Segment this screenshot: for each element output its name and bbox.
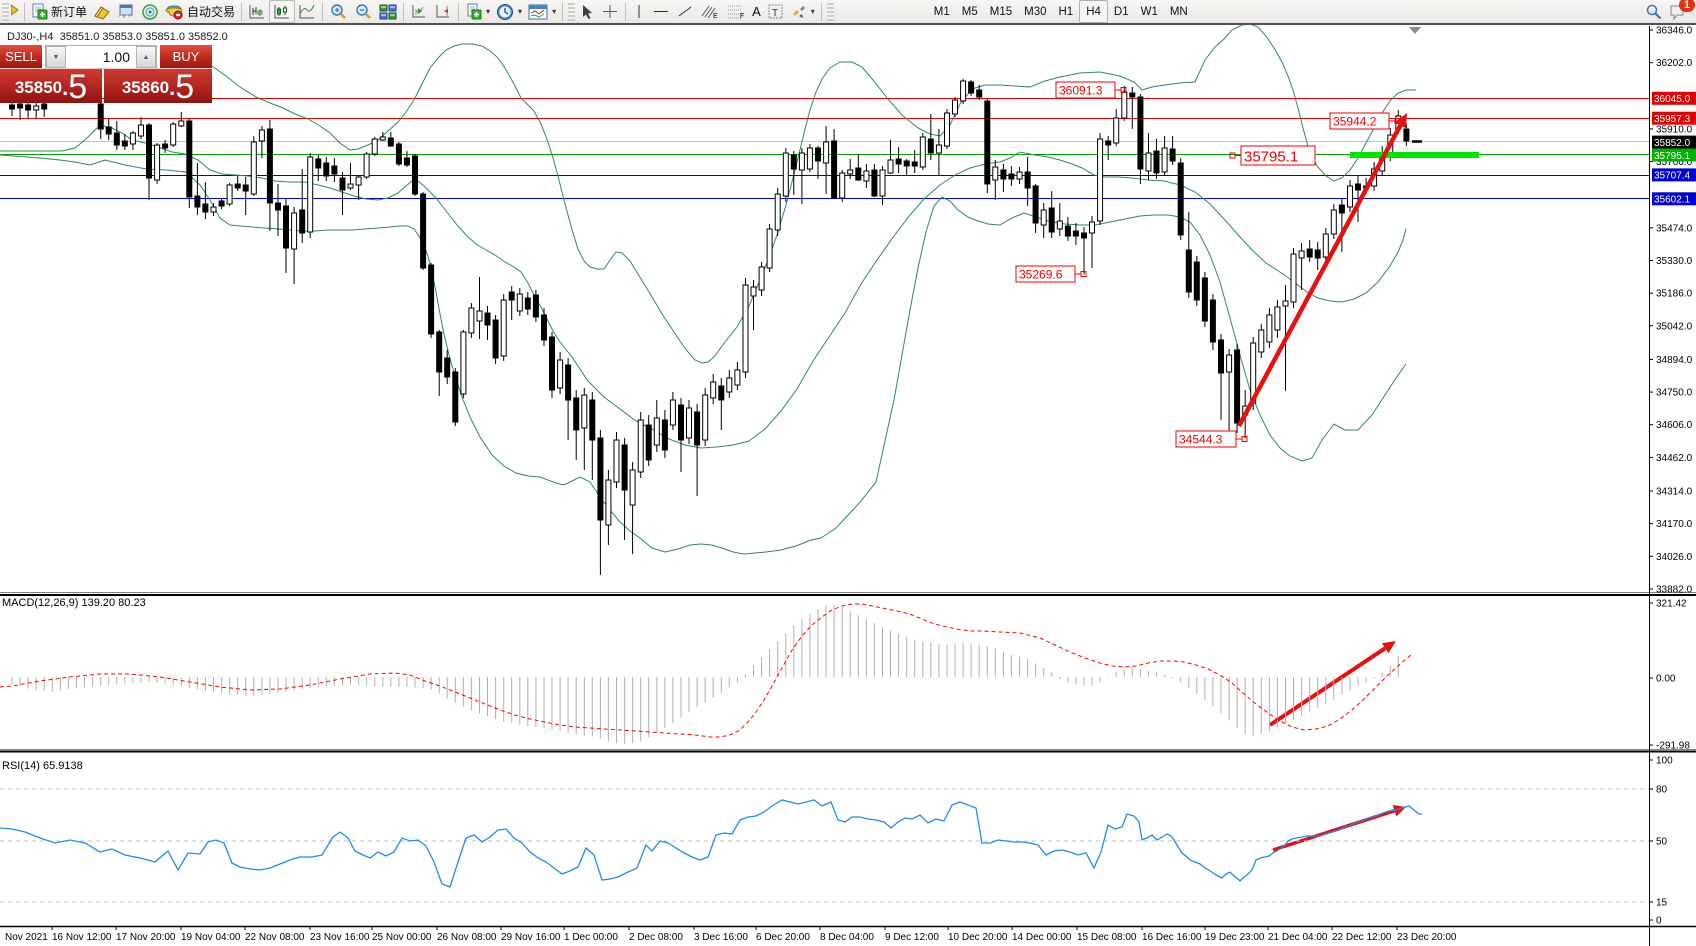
svg-text:26 Nov 08:00: 26 Nov 08:00 (437, 932, 497, 943)
svg-text:35795.1: 35795.1 (1654, 151, 1691, 162)
svg-text:23 Nov 16:00: 23 Nov 16:00 (310, 932, 370, 943)
svg-text:35944.2: 35944.2 (1333, 115, 1377, 129)
svg-text:0: 0 (1656, 916, 1662, 927)
svg-text:22 Dec 12:00: 22 Dec 12:00 (1332, 932, 1392, 943)
svg-text:6 Dec 20:00: 6 Dec 20:00 (756, 932, 810, 943)
svg-text:35474.0: 35474.0 (1656, 223, 1693, 234)
svg-text:15: 15 (1656, 898, 1668, 909)
svg-text:34314.0: 34314.0 (1656, 487, 1693, 498)
svg-text:35186.0: 35186.0 (1656, 289, 1693, 300)
svg-text:36202.0: 36202.0 (1656, 58, 1693, 69)
svg-text:0.00: 0.00 (1656, 674, 1676, 685)
svg-text:3 Dec 16:00: 3 Dec 16:00 (694, 932, 748, 943)
svg-text:34026.0: 34026.0 (1656, 552, 1693, 563)
svg-text:19 Dec 23:00: 19 Dec 23:00 (1205, 932, 1265, 943)
svg-text:50: 50 (1656, 837, 1668, 848)
svg-text:15 Dec 08:00: 15 Dec 08:00 (1077, 932, 1137, 943)
svg-text:35910.0: 35910.0 (1656, 124, 1693, 135)
svg-text:23 Dec 20:00: 23 Dec 20:00 (1397, 932, 1457, 943)
svg-text:35330.0: 35330.0 (1656, 256, 1693, 267)
svg-text:14 Dec 00:00: 14 Dec 00:00 (1012, 932, 1072, 943)
svg-text:35602.1: 35602.1 (1654, 195, 1691, 206)
svg-text:34894.0: 34894.0 (1656, 355, 1693, 366)
svg-text:RSI(14) 65.9138: RSI(14) 65.9138 (2, 760, 83, 772)
svg-text:22 Nov 08:00: 22 Nov 08:00 (245, 932, 305, 943)
svg-text:35852.0: 35852.0 (1654, 138, 1691, 149)
svg-text:36045.0: 36045.0 (1654, 94, 1691, 105)
svg-text:E: E (713, 13, 718, 20)
svg-text:16 Dec 16:00: 16 Dec 16:00 (1142, 932, 1202, 943)
svg-text:25 Nov 00:00: 25 Nov 00:00 (372, 932, 432, 943)
svg-text:1 Dec 00:00: 1 Dec 00:00 (564, 932, 618, 943)
svg-text:80: 80 (1656, 785, 1668, 796)
svg-text:100: 100 (1656, 756, 1673, 767)
svg-text:35042.0: 35042.0 (1656, 321, 1693, 332)
svg-text:-291.98: -291.98 (1656, 741, 1690, 752)
svg-text:2 Dec 08:00: 2 Dec 08:00 (629, 932, 683, 943)
svg-text:33882.0: 33882.0 (1656, 585, 1693, 596)
svg-text:Nov 2021: Nov 2021 (5, 932, 48, 943)
svg-text:34170.0: 34170.0 (1656, 519, 1693, 530)
svg-text:19 Nov 04:00: 19 Nov 04:00 (181, 932, 241, 943)
svg-text:34544.3: 34544.3 (1179, 433, 1223, 447)
svg-text:16 Nov 12:00: 16 Nov 12:00 (52, 932, 112, 943)
svg-text:35957.3: 35957.3 (1654, 114, 1691, 125)
svg-text:36346.0: 36346.0 (1656, 26, 1693, 37)
svg-text:35795.1: 35795.1 (1244, 149, 1298, 166)
svg-text:36091.3: 36091.3 (1059, 84, 1103, 98)
svg-text:10 Dec 20:00: 10 Dec 20:00 (948, 932, 1008, 943)
svg-text:9 Dec 12:00: 9 Dec 12:00 (885, 932, 939, 943)
svg-text:T: T (772, 8, 778, 19)
svg-text:8 Dec 04:00: 8 Dec 04:00 (820, 932, 874, 943)
svg-text:29 Nov 16:00: 29 Nov 16:00 (501, 932, 561, 943)
svg-text:35269.6: 35269.6 (1019, 268, 1063, 282)
svg-text:35707.4: 35707.4 (1654, 171, 1691, 182)
svg-text:34606.0: 34606.0 (1656, 420, 1693, 431)
svg-text:35766.0: 35766.0 (1656, 157, 1693, 168)
svg-text:21 Dec 04:00: 21 Dec 04:00 (1268, 932, 1328, 943)
svg-text:321.42: 321.42 (1656, 599, 1687, 610)
svg-text:F: F (740, 13, 744, 20)
svg-text:MACD(12,26,9) 139.20 80.23: MACD(12,26,9) 139.20 80.23 (2, 597, 146, 609)
svg-text:34462.0: 34462.0 (1656, 453, 1693, 464)
svg-text:34750.0: 34750.0 (1656, 388, 1693, 399)
svg-text:17 Nov 20:00: 17 Nov 20:00 (116, 932, 176, 943)
